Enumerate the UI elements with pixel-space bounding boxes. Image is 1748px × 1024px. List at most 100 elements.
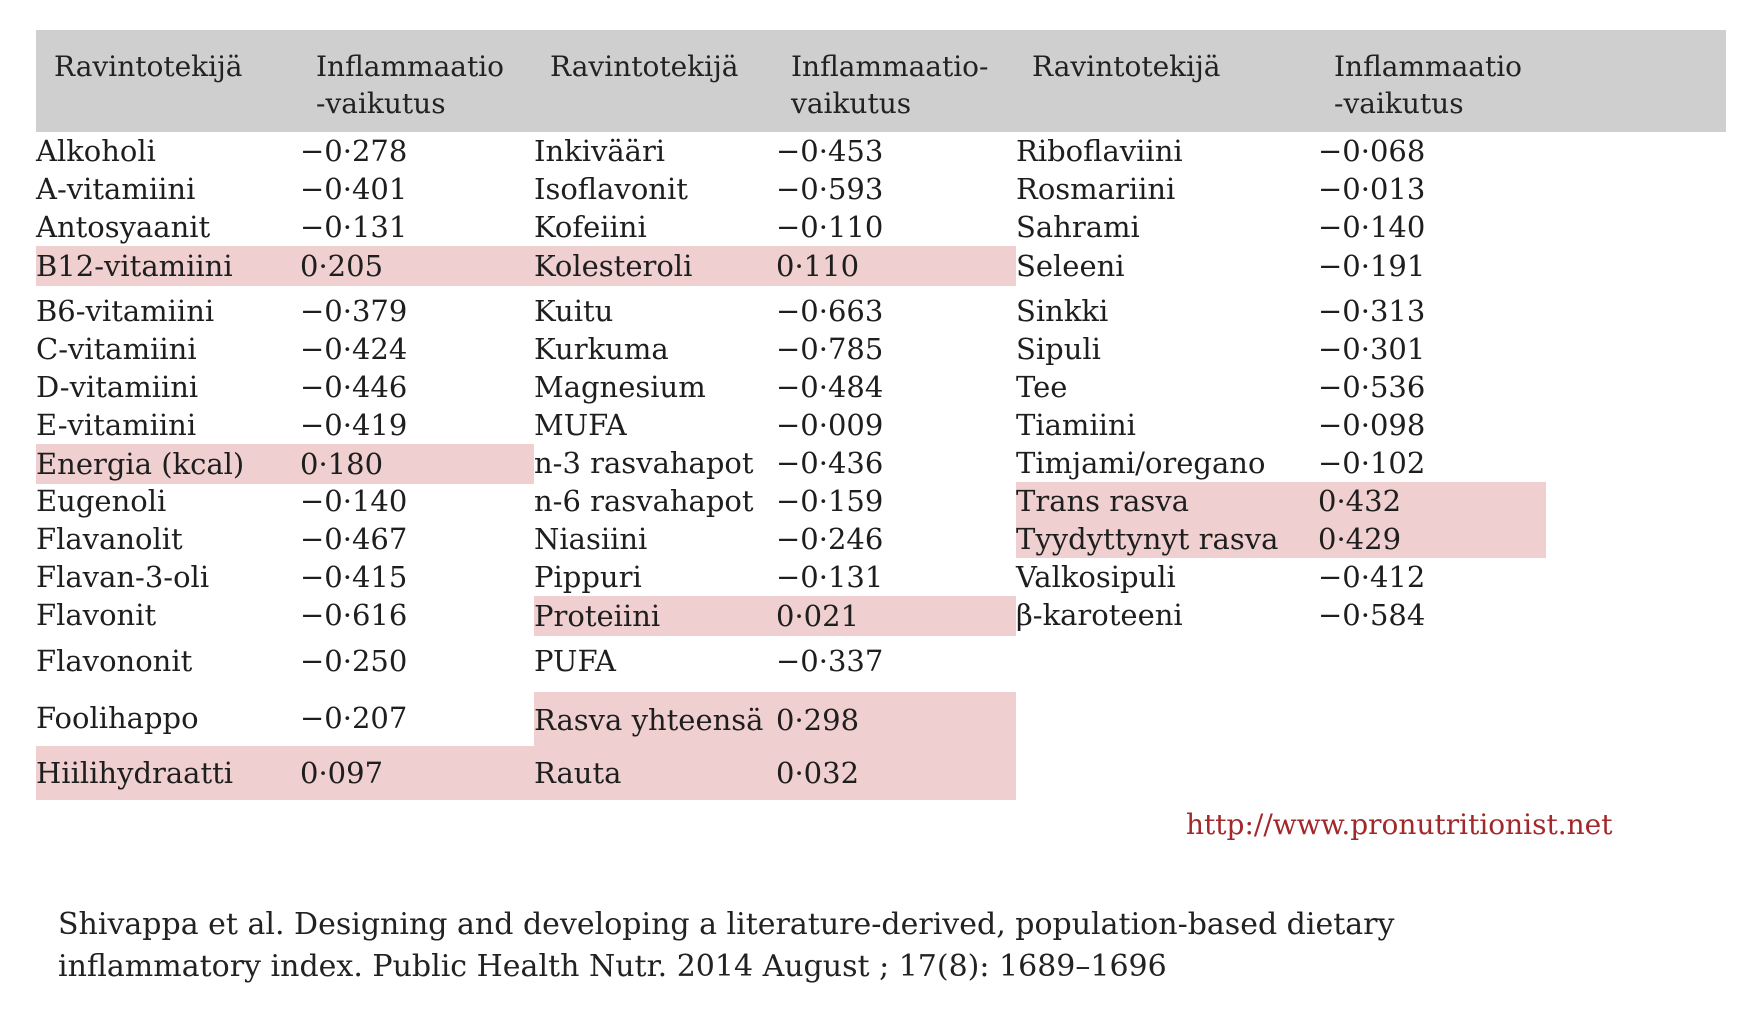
inflammation-value: 0·021 — [776, 599, 860, 633]
factor-row: C-vitamiini −0·424 — [36, 330, 534, 368]
factor-name: Niasiini — [534, 522, 648, 556]
factor-row: Eugenoli −0·140 — [36, 482, 534, 520]
factor-name: A-vitamiini — [36, 172, 196, 206]
inflammation-value: −0·159 — [776, 484, 884, 518]
factor-name: E-vitamiini — [36, 408, 197, 442]
factor-name: Kuitu — [534, 294, 614, 328]
factor-name: Hiilihydraatti — [36, 756, 234, 790]
inflammation-value: −0·584 — [1318, 598, 1426, 632]
inflammation-value: −0·131 — [300, 210, 408, 244]
factor-row: Sinkki −0·313 — [1016, 292, 1726, 330]
factor-name: Flavanolit — [36, 522, 183, 556]
inflammation-value: −0·401 — [300, 172, 408, 206]
factor-row: B6-vitamiini −0·379 — [36, 292, 534, 330]
factor-name: Inkivääri — [534, 134, 666, 168]
citation-line-1: Shivappa et al. Designing and developing… — [58, 907, 1395, 942]
header-effect-col3-line2: -vaikutus — [1334, 87, 1464, 120]
inflammation-value: −0·593 — [776, 172, 884, 206]
inflammation-value: −0·313 — [1318, 294, 1426, 328]
factor-name: Rauta — [534, 756, 622, 790]
inflammation-value: −0·453 — [776, 134, 884, 168]
factor-name: Tee — [1016, 370, 1068, 404]
factor-row: Tee −0·536 — [1016, 368, 1726, 406]
factor-row: E-vitamiini −0·419 — [36, 406, 534, 444]
factor-row: Rasva yhteensä 0·298 — [534, 692, 1016, 748]
inflammation-value: −0·140 — [300, 484, 408, 518]
inflammation-value: −0·013 — [1318, 172, 1426, 206]
table-header: Ravintotekijä Inflammaatio -vaikutus Rav… — [36, 30, 1726, 132]
inflammation-value: −0·424 — [300, 332, 408, 366]
inflammation-value: 0·432 — [1318, 484, 1402, 518]
factor-name: Pippuri — [534, 560, 642, 594]
factor-name: Kolesteroli — [534, 249, 693, 283]
factor-row: A-vitamiini −0·401 — [36, 170, 534, 208]
factor-name: Antosyaanit — [36, 210, 211, 244]
factor-row: D-vitamiini −0·446 — [36, 368, 534, 406]
factor-name: Seleeni — [1016, 249, 1125, 283]
factor-row: Kofeiini −0·110 — [534, 208, 1016, 246]
factor-row: Flavonit −0·616 — [36, 596, 534, 634]
factor-row: Energia (kcal) 0·180 — [36, 444, 534, 484]
source-link[interactable]: http://www.pronutritionist.net — [1186, 808, 1613, 841]
factor-name: Sinkki — [1016, 294, 1109, 328]
header-effect-col2-line2: vaikutus — [791, 87, 912, 120]
factor-row: Antosyaanit −0·131 — [36, 208, 534, 246]
factor-row: Trans rasva 0·432 — [1016, 482, 1546, 520]
factor-name: Timjami/oregano — [1016, 446, 1266, 480]
citation: Shivappa et al. Designing and developing… — [58, 904, 1718, 988]
inflammation-value: 0·429 — [1318, 522, 1402, 556]
factor-name: MUFA — [534, 408, 627, 442]
inflammation-value: −0·278 — [300, 134, 408, 168]
factor-name: Tyydyttynyt rasva — [1016, 522, 1279, 556]
factor-name: Rosmariini — [1016, 172, 1176, 206]
header-effect-col1: Inflammaatio -vaikutus — [316, 48, 504, 122]
factor-name: Flavononit — [36, 644, 193, 678]
factor-column-2: Inkivääri −0·453 Isoflavonit −0·593 Kofeiini… — [534, 132, 1016, 880]
factor-name: Sipuli — [1016, 332, 1101, 366]
inflammation-value: −0·446 — [300, 370, 408, 404]
factor-name: Valkosipuli — [1016, 560, 1176, 594]
factor-row: Niasiini −0·246 — [534, 520, 1016, 558]
factor-name: β-karoteeni — [1016, 598, 1183, 632]
factor-row: Seleeni −0·191 — [1016, 246, 1726, 286]
factor-name: PUFA — [534, 644, 616, 678]
factor-column-3: Riboflaviini −0·068 Rosmariini −0·013 Sahram… — [1016, 132, 1726, 880]
factor-row: Tiamiini −0·098 — [1016, 406, 1726, 444]
factor-row: Hiilihydraatti 0·097 — [36, 746, 534, 800]
factor-name: Isoflavonit — [534, 172, 688, 206]
factor-row: Tyydyttynyt rasva 0·429 — [1016, 520, 1546, 558]
inflammation-value: −0·140 — [1318, 210, 1426, 244]
factor-name: D-vitamiini — [36, 370, 199, 404]
inflammation-value: −0·131 — [776, 560, 884, 594]
factor-name: Eugenoli — [36, 484, 167, 518]
inflammation-value: −0·415 — [300, 560, 408, 594]
factor-row: Flavan-3-oli −0·415 — [36, 558, 534, 596]
inflammation-value: −0·616 — [300, 598, 408, 632]
factor-row: Flavononit −0·250 — [36, 641, 534, 681]
inflammation-value: −0·110 — [776, 210, 884, 244]
factor-row: Valkosipuli −0·412 — [1016, 558, 1726, 596]
factor-row: Isoflavonit −0·593 — [534, 170, 1016, 208]
factor-name: Riboflaviini — [1016, 134, 1183, 168]
factor-row: Pippuri −0·131 — [534, 558, 1016, 596]
factor-row: Flavanolit −0·467 — [36, 520, 534, 558]
citation-line-2: inflammatory index. Public Health Nutr. … — [58, 949, 1167, 984]
inflammation-value: −0·301 — [1318, 332, 1426, 366]
factor-row: Kolesteroli 0·110 — [534, 246, 1016, 286]
factor-name: Tiamiini — [1016, 408, 1136, 442]
factor-row: Alkoholi −0·278 — [36, 132, 534, 170]
factor-row: Magnesium −0·484 — [534, 368, 1016, 406]
factor-name: C-vitamiini — [36, 332, 197, 366]
inflammation-value: −0·379 — [300, 294, 408, 328]
factor-name: Magnesium — [534, 370, 706, 404]
factor-row: Rauta 0·032 — [534, 746, 1016, 800]
factor-row: Inkivääri −0·453 — [534, 132, 1016, 170]
factor-name: Trans rasva — [1016, 484, 1189, 518]
factor-row: Kuitu −0·663 — [534, 292, 1016, 330]
inflammation-value: −0·191 — [1318, 249, 1426, 283]
inflammation-value: −0·068 — [1318, 134, 1426, 168]
dietary-inflammatory-table: Ravintotekijä Inflammaatio -vaikutus Rav… — [36, 30, 1726, 880]
inflammation-value: −0·436 — [776, 446, 884, 480]
factor-row: MUFA −0·009 — [534, 406, 1016, 444]
factor-row: Timjami/oregano −0·102 — [1016, 444, 1726, 482]
